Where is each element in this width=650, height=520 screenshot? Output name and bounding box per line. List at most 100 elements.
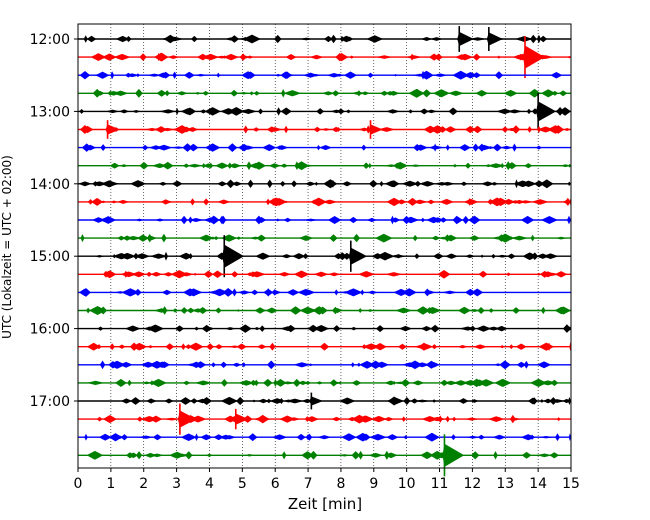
- trace-1215: [78, 36, 571, 79]
- x-tick-label: 12: [463, 476, 481, 492]
- noise-burst: [271, 434, 288, 441]
- noise-burst: [113, 291, 127, 294]
- noise-burst: [464, 125, 476, 134]
- noise-burst: [445, 415, 450, 423]
- noise-burst: [296, 433, 306, 441]
- noise-burst: [475, 89, 489, 97]
- noise-burst: [567, 181, 571, 186]
- noise-burst: [112, 90, 129, 97]
- noise-burst: [241, 362, 246, 368]
- noise-burst: [78, 288, 91, 297]
- noise-burst: [536, 34, 541, 44]
- noise-burst: [283, 90, 302, 97]
- noise-burst: [503, 89, 518, 97]
- noise-burst: [495, 325, 508, 332]
- x-tick-label: 0: [74, 476, 83, 492]
- noise-burst: [210, 288, 229, 297]
- noise-burst: [293, 362, 311, 368]
- noise-burst: [91, 197, 104, 206]
- noise-burst: [471, 451, 480, 460]
- noise-burst: [80, 234, 85, 243]
- noise-burst: [509, 344, 514, 350]
- noise-burst: [316, 108, 325, 115]
- noise-burst: [202, 90, 210, 96]
- noise-burst: [227, 143, 238, 153]
- noise-burst: [329, 234, 338, 243]
- noise-burst: [432, 89, 450, 98]
- noise-burst: [509, 414, 516, 424]
- x-tick-label: 1: [106, 476, 115, 492]
- noise-burst: [321, 91, 335, 96]
- noise-burst: [480, 181, 495, 187]
- noise-burst: [281, 88, 286, 98]
- noise-burst: [160, 109, 177, 114]
- noise-burst: [385, 109, 400, 114]
- noise-burst: [175, 325, 185, 332]
- noise-burst: [237, 345, 246, 349]
- noise-burst: [368, 179, 378, 188]
- trace-1315: [78, 120, 571, 139]
- noise-burst: [277, 272, 292, 277]
- noise-burst: [433, 143, 437, 152]
- noise-burst: [543, 398, 553, 404]
- noise-burst: [92, 88, 102, 98]
- noise-burst: [255, 252, 271, 260]
- noise-burst: [556, 417, 561, 421]
- noise-burst: [429, 53, 440, 61]
- noise-burst: [376, 251, 394, 261]
- noise-burst: [198, 234, 214, 242]
- noise-burst: [468, 309, 481, 312]
- noise-burst: [298, 235, 314, 241]
- noise-burst: [495, 108, 514, 115]
- noise-burst: [332, 325, 341, 333]
- noise-burst: [529, 434, 535, 440]
- noise-burst: [168, 451, 186, 459]
- noise-burst: [375, 325, 385, 333]
- noise-burst: [401, 180, 419, 187]
- noise-burst: [456, 53, 474, 61]
- noise-burst: [204, 107, 221, 116]
- noise-burst: [133, 253, 151, 260]
- noise-burst: [536, 453, 553, 458]
- noise-burst: [165, 343, 175, 351]
- noise-burst: [180, 433, 197, 441]
- noise-burst: [333, 253, 344, 260]
- noise-burst: [265, 307, 279, 314]
- noise-burst: [530, 234, 535, 242]
- noise-burst: [118, 344, 126, 349]
- noise-burst: [309, 73, 322, 77]
- noise-burst: [164, 398, 174, 404]
- noise-burst: [393, 73, 398, 77]
- noise-burst: [488, 308, 494, 313]
- noise-burst: [83, 35, 88, 43]
- noise-burst: [150, 378, 167, 387]
- noise-burst: [403, 435, 408, 440]
- noise-burst: [79, 108, 85, 114]
- noise-burst: [521, 451, 532, 459]
- noise-burst: [305, 181, 315, 186]
- noise-burst: [86, 450, 104, 460]
- noise-burst: [158, 181, 168, 186]
- noise-burst: [420, 451, 434, 460]
- noise-burst: [567, 397, 571, 405]
- plot-frame: [77, 23, 572, 469]
- noise-burst: [193, 73, 208, 77]
- noise-burst: [475, 325, 492, 332]
- noise-burst: [281, 451, 287, 460]
- noise-burst: [542, 253, 559, 259]
- noise-burst: [253, 91, 260, 96]
- noise-burst: [390, 217, 401, 223]
- noise-burst: [135, 88, 143, 98]
- noise-burst: [120, 398, 132, 404]
- noise-burst: [516, 361, 527, 368]
- noise-burst: [268, 163, 281, 169]
- noise-burst: [438, 126, 447, 133]
- noise-burst: [211, 362, 216, 368]
- noise-burst: [257, 108, 264, 115]
- noise-burst: [190, 35, 198, 43]
- noise-burst: [164, 35, 174, 43]
- noise-burst: [178, 252, 194, 260]
- noise-burst: [341, 181, 353, 187]
- event-coda: [233, 413, 249, 425]
- noise-burst: [100, 144, 106, 152]
